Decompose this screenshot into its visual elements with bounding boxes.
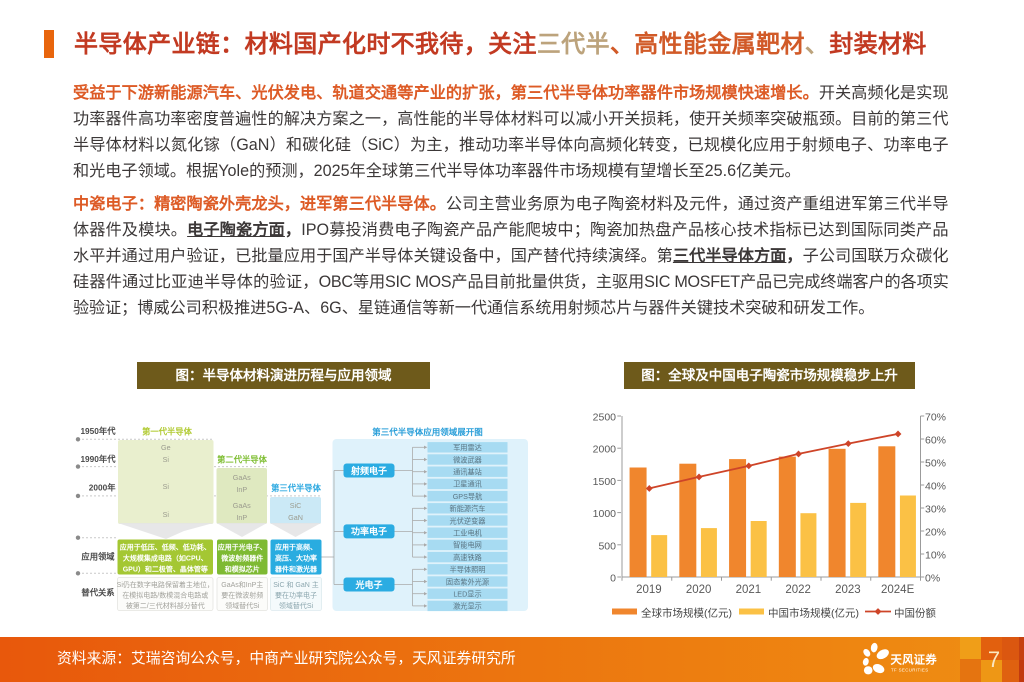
svg-text:SiC 和 GaN 主: SiC 和 GaN 主 [273,580,319,589]
svg-text:微波武器: 微波武器 [453,455,482,464]
svg-text:InP: InP [236,513,247,522]
svg-text:激光显示: 激光显示 [453,602,482,611]
svg-text:高压、大功率: 高压、大功率 [275,554,317,563]
svg-text:30%: 30% [925,504,946,516]
svg-text:Si仍在数字电路保留着主地位，: Si仍在数字电路保留着主地位， [117,580,214,589]
svg-text:天风证券: 天风证券 [891,652,938,666]
svg-text:光电子: 光电子 [354,579,382,590]
svg-text:1950年代: 1950年代 [80,426,116,436]
svg-text:Si: Si [163,482,170,491]
svg-text:应用领域: 应用领域 [81,552,115,562]
svg-text:中国份额: 中国份额 [894,606,936,619]
svg-text:2024E: 2024E [881,584,915,596]
svg-text:功率电子: 功率电子 [351,526,387,537]
svg-text:军用雷达: 军用雷达 [453,443,482,452]
svg-text:应用于低压、低频、低功耗、: 应用于低压、低频、低功耗、 [120,543,211,552]
svg-text:GaAs: GaAs [233,501,251,510]
svg-text:Si: Si [163,510,170,519]
svg-text:应用于高频、: 应用于高频、 [275,543,317,552]
svg-text:中国市场规模(亿元): 中国市场规模(亿元) [768,606,859,619]
svg-text:2023: 2023 [835,584,861,596]
svg-text:10%: 10% [925,550,946,562]
svg-text:20%: 20% [925,527,946,539]
svg-text:InP: InP [236,485,247,494]
svg-text:第三代半导体: 第三代半导体 [271,483,321,493]
svg-text:第二代半导体: 第二代半导体 [217,455,267,465]
svg-text:领域替代Si: 领域替代Si [279,601,314,610]
svg-text:1990年代: 1990年代 [80,454,116,464]
svg-text:TF SECURITIES: TF SECURITIES [891,668,928,673]
svg-text:0: 0 [610,573,616,585]
svg-text:2021: 2021 [736,584,762,596]
svg-text:0%: 0% [925,573,940,585]
svg-text:器件和激光器: 器件和激光器 [274,565,318,574]
svg-text:GPS导航: GPS导航 [453,492,483,501]
svg-text:40%: 40% [925,481,946,493]
svg-text:大规模集成电路（如CPU、: 大规模集成电路（如CPU、 [123,554,208,563]
svg-text:GaAs: GaAs [233,473,251,482]
svg-text:要在微波射频: 要在微波射频 [221,591,263,600]
svg-text:智能电网: 智能电网 [453,541,482,550]
svg-text:第三代半导体应用领域展开图: 第三代半导体应用领域展开图 [372,427,483,437]
svg-text:应用于光电子、: 应用于光电子、 [218,543,267,552]
svg-text:被第二/三代材料部分替代: 被第二/三代材料部分替代 [126,601,205,610]
svg-text:全球市场规模(亿元): 全球市场规模(亿元) [641,606,732,619]
svg-text:2020: 2020 [686,584,712,596]
svg-text:2019: 2019 [636,584,662,596]
svg-text:GaN: GaN [288,513,303,522]
svg-text:替代关系: 替代关系 [81,588,115,598]
svg-text:高速铁路: 高速铁路 [453,553,482,562]
svg-text:第一代半导体: 第一代半导体 [142,427,192,437]
svg-text:50%: 50% [925,458,946,470]
svg-text:领域替代Si: 领域替代Si [225,601,260,610]
svg-text:2500: 2500 [593,412,617,424]
svg-text:工业电机: 工业电机 [453,529,483,538]
svg-text:射频电子: 射频电子 [350,465,387,476]
svg-text:2000: 2000 [593,444,617,456]
svg-text:500: 500 [598,540,616,552]
svg-text:光伏逆变器: 光伏逆变器 [450,516,486,525]
svg-text:SiC: SiC [290,501,302,510]
svg-text:LED显示: LED显示 [453,590,481,599]
svg-text:1500: 1500 [593,476,617,488]
svg-text:通讯基站: 通讯基站 [453,468,482,477]
svg-text:Ge: Ge [161,443,171,452]
svg-text:固态紫外光源: 固态紫外光源 [446,577,489,586]
svg-text:GPU）和二极管、晶体管等: GPU）和二极管、晶体管等 [123,565,208,574]
svg-text:新能源汽车: 新能源汽车 [450,504,486,513]
svg-text:半导体照明: 半导体照明 [450,565,486,574]
svg-text:在模拟电路/数模混合电路或: 在模拟电路/数模混合电路或 [122,591,208,600]
svg-text:2000年: 2000年 [89,483,116,493]
svg-text:和模拟芯片: 和模拟芯片 [224,565,260,574]
svg-text:微波射频器件: 微波射频器件 [220,554,263,563]
svg-text:1000: 1000 [593,508,617,520]
svg-text:要在功率电子: 要在功率电子 [275,591,317,600]
svg-text:卫星通讯: 卫星通讯 [453,480,482,489]
svg-text:GaAs和InP主: GaAs和InP主 [221,580,263,589]
svg-text:60%: 60% [925,435,946,447]
svg-text:2022: 2022 [785,584,811,596]
svg-text:70%: 70% [925,412,946,424]
svg-text:Si: Si [163,455,170,464]
